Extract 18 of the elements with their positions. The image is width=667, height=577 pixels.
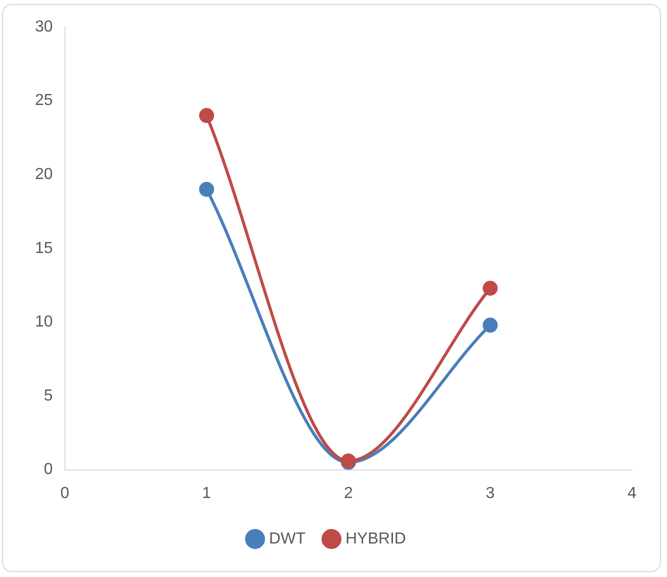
point [482,280,498,296]
point [199,108,214,124]
x-tick-label: 3 [486,484,495,502]
y-tick-label: 15 [35,240,53,257]
legend-label: DWT [269,530,306,548]
x-tick-label: 2 [344,484,353,502]
x-tick-label: 4 [628,484,637,502]
x-tick-label: 1 [202,484,212,502]
point [199,182,214,197]
y-tick-label: 5 [44,387,53,404]
y-tick-label: 30 [35,18,53,36]
y-tick-label: 25 [35,92,53,110]
legend-label: HYBRID [345,530,406,548]
point [482,318,498,333]
x-tick-label: 0 [60,484,70,502]
y-tick-label: 0 [44,461,53,478]
y-tick-label: 10 [35,314,53,331]
y-tick-label: 20 [35,166,53,184]
